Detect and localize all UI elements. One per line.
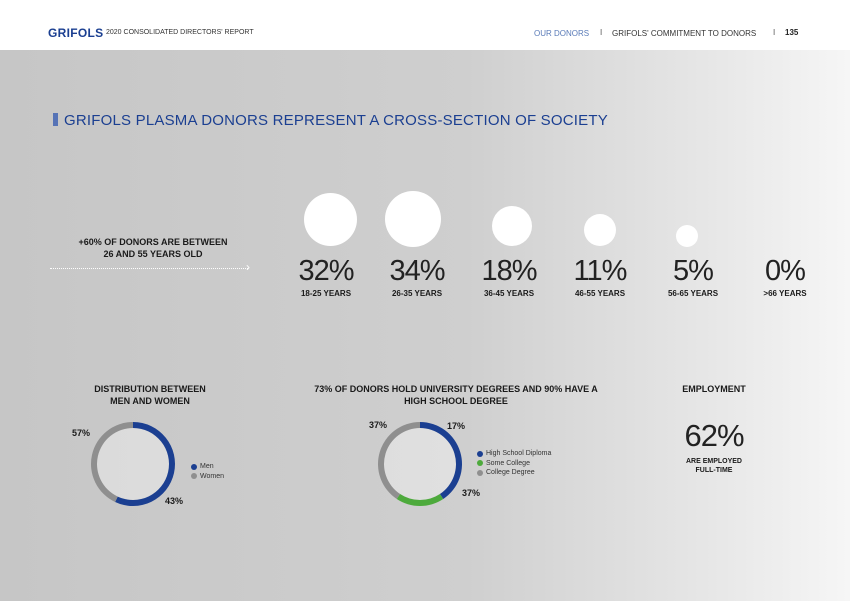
donut-slice-some-college <box>396 493 444 506</box>
donut-hole <box>97 428 169 500</box>
age-circle-46-55 <box>584 214 616 246</box>
legend-swatch-college-degree <box>477 469 483 476</box>
age-intro-line1: +60% OF DONORS ARE BETWEEN <box>78 237 228 247</box>
legend-item-high-school: High School Diploma <box>477 449 551 459</box>
breadcrumb-separator: I <box>600 28 603 37</box>
gender-heading-line1: DISTRIBUTION BETWEEN <box>94 384 206 394</box>
employment-label-line2: FULL-TIME <box>695 467 733 474</box>
donut-hole <box>384 428 456 500</box>
donut-slice-women <box>91 422 133 503</box>
employment-percent: 62% <box>684 418 744 453</box>
legend-item-some-college: Some College <box>477 459 551 469</box>
report-title: 2020 CONSOLIDATED DIRECTORS' REPORT <box>106 29 254 36</box>
breadcrumb-separator: I <box>773 28 776 37</box>
some-college-percent-label: 17% <box>447 421 466 431</box>
age-circle-36-45 <box>492 206 532 246</box>
high-school-percent-label: 37% <box>369 420 388 430</box>
legend-swatch-women <box>191 473 197 480</box>
education-donut-chart <box>378 422 462 506</box>
legend-item-men: Men <box>191 462 224 472</box>
men-percent-label: 57% <box>72 428 91 438</box>
age-label-26-35: 26-35 YEARS <box>391 289 443 298</box>
page-number: 135 <box>785 28 799 37</box>
legend-swatch-men <box>191 463 197 470</box>
education-legend: High School Diploma Some College College… <box>477 449 551 478</box>
legend-label-men: Men <box>200 463 214 470</box>
employment-heading: EMPLOYMENT <box>682 384 746 394</box>
content-panel <box>0 50 850 601</box>
legend-item-college-degree: College Degree <box>477 468 551 478</box>
age-percent-46-55: 11% <box>573 255 628 287</box>
donut-slice-high-school <box>420 422 462 499</box>
legend-swatch-some-college <box>477 460 483 467</box>
college-degree-percent-label: 37% <box>462 488 481 498</box>
title-accent-bar <box>53 113 58 126</box>
age-label-36-45: 36-45 YEARS <box>483 289 535 298</box>
page-header: GRIFOLS 2020 CONSOLIDATED DIRECTORS' REP… <box>0 0 850 50</box>
legend-item-women: Women <box>191 472 224 482</box>
age-percent-66-plus: 0% <box>765 255 806 287</box>
age-circle-56-65 <box>676 225 698 247</box>
breadcrumb-our-donors[interactable]: OUR DONORS <box>534 29 590 38</box>
legend-label-college-degree: College Degree <box>486 469 535 476</box>
grifols-logo: GRIFOLS <box>48 26 104 40</box>
age-label-46-55: 46-55 YEARS <box>574 289 626 298</box>
employment-label: ARE EMPLOYED FULL-TIME <box>676 457 752 475</box>
gender-donut-chart <box>91 422 175 506</box>
legend-label-high-school: High School Diploma <box>486 450 552 457</box>
age-percent-36-45: 18% <box>481 255 537 287</box>
education-heading-line1: 73% OF DONORS HOLD UNIVERSITY DEGREES AN… <box>314 384 598 394</box>
legend-label-women: Women <box>200 472 224 480</box>
age-intro: +60% OF DONORS ARE BETWEEN 26 AND 55 YEA… <box>40 236 266 260</box>
age-label-18-25: 18-25 YEARS <box>300 289 352 298</box>
age-intro-line2: 26 AND 55 YEARS OLD <box>103 249 203 259</box>
education-heading: 73% OF DONORS HOLD UNIVERSITY DEGREES AN… <box>290 383 622 407</box>
legend-label-some-college: Some College <box>486 459 530 467</box>
dotted-arrow-line <box>50 268 248 269</box>
age-circle-26-35 <box>385 191 441 247</box>
legend-swatch-high-school <box>477 450 483 457</box>
age-label-66-plus: >66 YEARS <box>763 289 807 298</box>
gender-heading: DISTRIBUTION BETWEEN MEN AND WOMEN <box>70 383 230 407</box>
women-percent-label: 43% <box>165 496 184 506</box>
age-percent-26-35: 34% <box>389 255 445 287</box>
breadcrumb-commitment[interactable]: GRIFOLS' COMMITMENT TO DONORS <box>612 29 757 38</box>
employment-label-line1: ARE EMPLOYED <box>685 458 742 465</box>
gender-heading-line2: MEN AND WOMEN <box>110 396 190 406</box>
age-percent-56-65: 5% <box>673 255 714 287</box>
age-label-56-65: 56-65 YEARS <box>667 289 719 298</box>
donut-slice-college-degree <box>378 422 420 499</box>
age-circle-18-25 <box>304 193 357 246</box>
age-percent-18-25: 32% <box>298 255 354 287</box>
gender-legend: Men Women <box>191 462 224 481</box>
arrow-right-icon: › <box>246 260 250 274</box>
page-title: GRIFOLS PLASMA DONORS REPRESENT A CROSS-… <box>64 112 608 129</box>
education-heading-line2: HIGH SCHOOL DEGREE <box>404 396 508 406</box>
